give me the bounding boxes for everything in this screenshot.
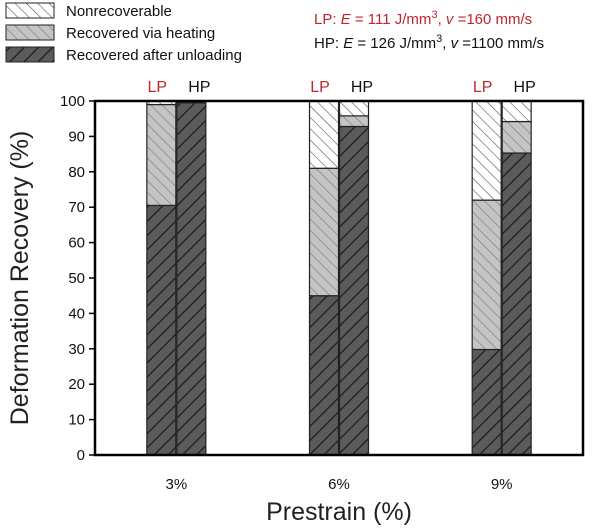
legend-swatch-heating: [5, 24, 55, 41]
x-tick-label: 6%: [328, 476, 350, 493]
group-labels: LP HP LP HP LP HP: [148, 79, 536, 96]
legend-item-heating: Recovered via heating: [5, 24, 215, 42]
y-tick-label: 30: [68, 341, 85, 358]
y-tick-label: 20: [68, 376, 85, 393]
legend-label-heating: Recovered via heating: [66, 25, 215, 42]
bar-hp-recovered-via-heating: [501, 120, 532, 154]
legend-swatch-unloading: [5, 46, 55, 63]
x-axis: 3% 6% 9%: [165, 476, 512, 493]
plot-frame: [93, 99, 585, 457]
hp-v-value: =1100 mm/s: [458, 35, 544, 52]
x-tick-label: 3%: [165, 476, 187, 493]
legend-swatch-nonrecoverable: [5, 2, 55, 19]
lp-conditions: LP: E = 111 J/mm3, v =160 mm/s: [314, 9, 532, 28]
y-tick-label: 90: [68, 128, 85, 145]
y-tick-label: 40: [68, 305, 85, 322]
bar-lp-nonrecoverable: [308, 100, 340, 169]
group-label-hp: HP: [514, 79, 536, 96]
bar-hp-nonrecoverable: [501, 100, 532, 123]
legend-item-nonrecoverable: Nonrecoverable: [5, 2, 172, 20]
group-label-lp: LP: [148, 79, 168, 96]
bar-lp-recovered-after-unloading: [471, 348, 502, 456]
y-tick-label: 50: [68, 270, 85, 287]
lp-separator: ,: [438, 11, 446, 28]
y-tick-label: 10: [68, 412, 85, 429]
group-label-hp: HP: [188, 79, 210, 96]
bar-lp-recovered-via-heating: [471, 199, 502, 351]
hp-conditions-prefix: HP:: [314, 35, 343, 52]
hp-conditions: HP: E = 126 J/mm3, v =1100 mm/s: [314, 33, 544, 52]
lp-e-symbol: E: [341, 11, 352, 28]
y-tick-label: 100: [60, 93, 85, 110]
bar-hp-recovered-after-unloading: [176, 102, 207, 456]
bar-hp-recovered-after-unloading: [338, 125, 370, 456]
bar-lp-recovered-after-unloading: [308, 295, 340, 456]
bar-hp-recovered-via-heating: [338, 115, 370, 128]
bar-lp-recovered-after-unloading: [146, 204, 177, 456]
hp-separator: ,: [442, 35, 450, 52]
bars-layer: [146, 100, 532, 456]
hp-e-unit-sup: 3: [436, 33, 442, 45]
y-tick-label: 70: [68, 199, 85, 216]
lp-v-value: =160 mm/s: [453, 11, 532, 28]
bar-hp-recovered-after-unloading: [501, 152, 532, 456]
x-tick-label: 9%: [491, 476, 513, 493]
y-axis: 0 10 20 30 40 50 60 70 80 90 100: [60, 93, 95, 464]
bar-lp-recovered-via-heating: [308, 167, 340, 297]
x-axis-title: Prestrain (%): [266, 498, 412, 526]
lp-conditions-prefix: LP:: [314, 11, 341, 28]
bar-lp-nonrecoverable: [471, 100, 502, 201]
lp-e-unit-sup: 3: [431, 9, 437, 21]
legend-label-nonrecoverable: Nonrecoverable: [66, 3, 172, 20]
legend-item-unloading: Recovered after unloading: [5, 46, 242, 64]
lp-e-value: = 111 J/mm: [351, 11, 432, 28]
group-label-lp: LP: [473, 79, 493, 96]
legend: Nonrecoverable Recovered via heating Rec…: [5, 2, 242, 64]
group-label-lp: LP: [310, 79, 330, 96]
bar-lp-recovered-via-heating: [146, 103, 177, 207]
hp-v-symbol: v: [451, 35, 460, 52]
legend-label-unloading: Recovered after unloading: [66, 47, 242, 64]
bar-hp-nonrecoverable: [338, 100, 370, 117]
y-tick-label: 80: [68, 164, 85, 181]
lp-v-symbol: v: [446, 11, 455, 28]
y-tick-label: 60: [68, 235, 85, 252]
hp-e-value: = 126 J/mm: [353, 35, 436, 52]
y-axis-title: Deformation Recovery (%): [6, 131, 34, 426]
group-label-hp: HP: [351, 79, 373, 96]
hp-e-symbol: E: [343, 35, 354, 52]
y-tick-label: 0: [77, 447, 85, 464]
